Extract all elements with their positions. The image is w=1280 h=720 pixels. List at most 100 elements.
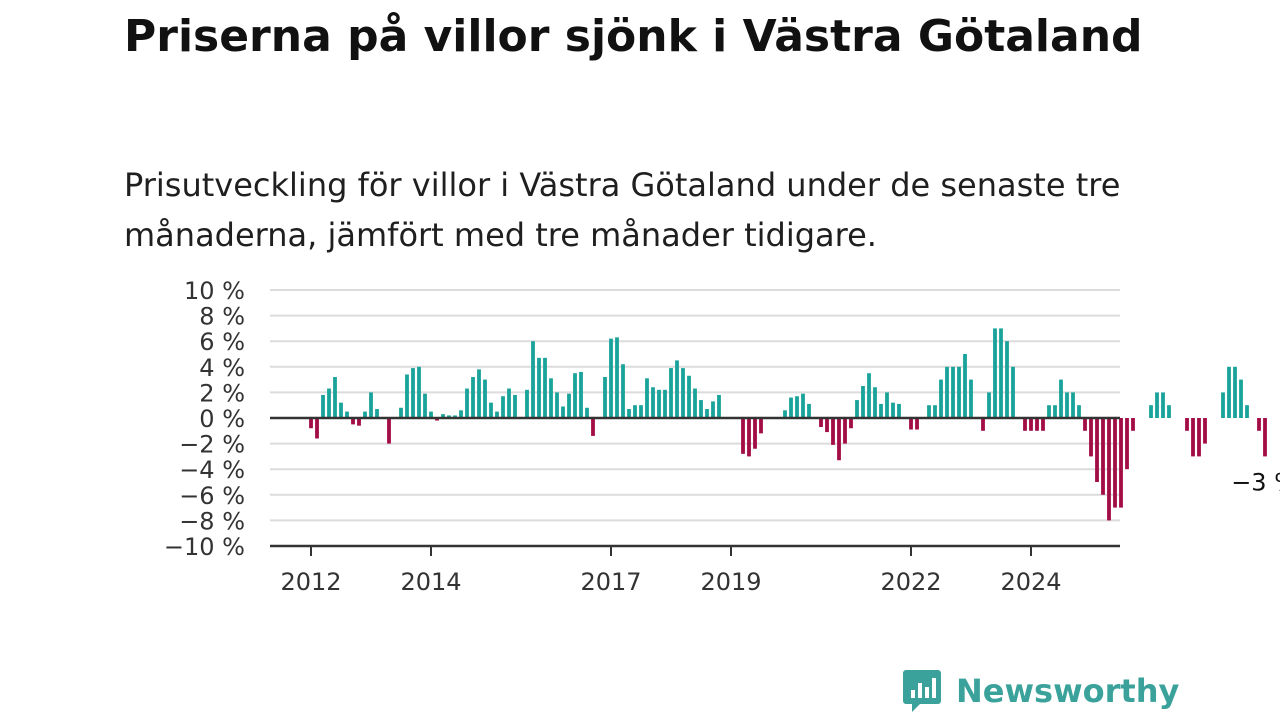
y-tick-label: 4 % — [199, 354, 245, 382]
bar — [801, 393, 805, 418]
bar — [753, 418, 757, 449]
bar — [1191, 418, 1195, 457]
bar — [471, 377, 475, 418]
bar — [1029, 418, 1033, 431]
bar — [951, 366, 955, 418]
y-tick-label: 6 % — [199, 328, 245, 356]
bar — [651, 387, 655, 418]
bar — [1071, 392, 1075, 418]
bar — [645, 378, 649, 418]
bar — [465, 388, 469, 418]
bar — [345, 411, 349, 418]
y-tick-label: −2 % — [179, 431, 245, 459]
bar — [1113, 418, 1117, 508]
bar — [525, 389, 529, 418]
bar — [603, 377, 607, 418]
x-tick-label: 2014 — [400, 568, 461, 596]
bar — [1077, 405, 1081, 418]
bar — [867, 373, 871, 418]
bar — [423, 393, 427, 418]
bar — [897, 403, 901, 418]
bar — [819, 418, 823, 427]
bar — [807, 403, 811, 418]
bar — [543, 357, 547, 418]
bar — [759, 418, 763, 434]
bar — [861, 386, 865, 418]
bar — [405, 374, 409, 418]
x-axis-labels: 2012 2014 2017 2019 2022 2024 — [280, 546, 1062, 596]
bar — [915, 418, 919, 430]
bar — [933, 405, 937, 418]
bar — [555, 392, 559, 418]
bar — [909, 418, 913, 430]
bar — [1005, 341, 1009, 418]
bar — [825, 418, 829, 433]
bar — [1101, 418, 1105, 495]
bar — [573, 373, 577, 418]
x-tick-label: 2012 — [280, 568, 341, 596]
bar — [333, 377, 337, 418]
bar — [579, 371, 583, 418]
bar — [843, 418, 847, 444]
bar — [663, 389, 667, 418]
bar — [1149, 405, 1153, 418]
bar — [711, 401, 715, 418]
bar — [999, 328, 1003, 418]
bar — [1185, 418, 1189, 431]
bar — [1227, 366, 1231, 418]
x-tick-label: 2019 — [700, 568, 761, 596]
y-tick-label: −8 % — [179, 507, 245, 535]
bar — [1035, 418, 1039, 431]
bar — [369, 392, 373, 418]
bar — [837, 418, 841, 461]
bar — [375, 409, 379, 418]
bar — [411, 368, 415, 418]
bar — [363, 411, 367, 418]
bar — [477, 369, 481, 418]
bar — [969, 379, 973, 418]
bar — [513, 394, 517, 418]
bar — [891, 402, 895, 418]
bar — [1053, 405, 1057, 418]
bar — [681, 368, 685, 418]
bar — [537, 357, 541, 418]
bar — [855, 400, 859, 418]
bar — [507, 388, 511, 418]
axes — [270, 416, 1120, 548]
bar — [987, 392, 991, 418]
bar — [1203, 418, 1207, 444]
bar — [561, 406, 565, 418]
bar — [669, 368, 673, 418]
y-tick-label: 0 % — [199, 405, 245, 433]
bar — [633, 405, 637, 418]
y-tick-label: 10 % — [184, 277, 245, 305]
bar — [1233, 366, 1237, 418]
bar — [549, 378, 553, 418]
bar — [615, 337, 619, 418]
bars — [309, 328, 1267, 521]
bar — [453, 415, 457, 418]
bar — [1083, 418, 1087, 431]
bar — [621, 364, 625, 418]
newsworthy-logo-icon — [903, 670, 941, 712]
bar — [885, 392, 889, 418]
bar — [705, 409, 709, 418]
bar — [339, 402, 343, 418]
bar — [489, 402, 493, 418]
y-tick-label: 8 % — [199, 303, 245, 331]
bar — [591, 418, 595, 436]
bar — [459, 410, 463, 418]
bar — [1131, 418, 1135, 431]
bar — [1155, 392, 1159, 418]
bar — [831, 418, 835, 445]
bar — [447, 415, 451, 418]
bar — [741, 418, 745, 454]
y-tick-label: −6 % — [179, 482, 245, 510]
bar — [1197, 418, 1201, 457]
bar — [321, 394, 325, 418]
y-axis-labels: 10 %8 %6 %4 %2 %0 %−2 %−4 %−6 %−8 %−10 % — [164, 277, 245, 561]
bar — [429, 411, 433, 418]
bar — [699, 400, 703, 418]
bar — [657, 389, 661, 418]
